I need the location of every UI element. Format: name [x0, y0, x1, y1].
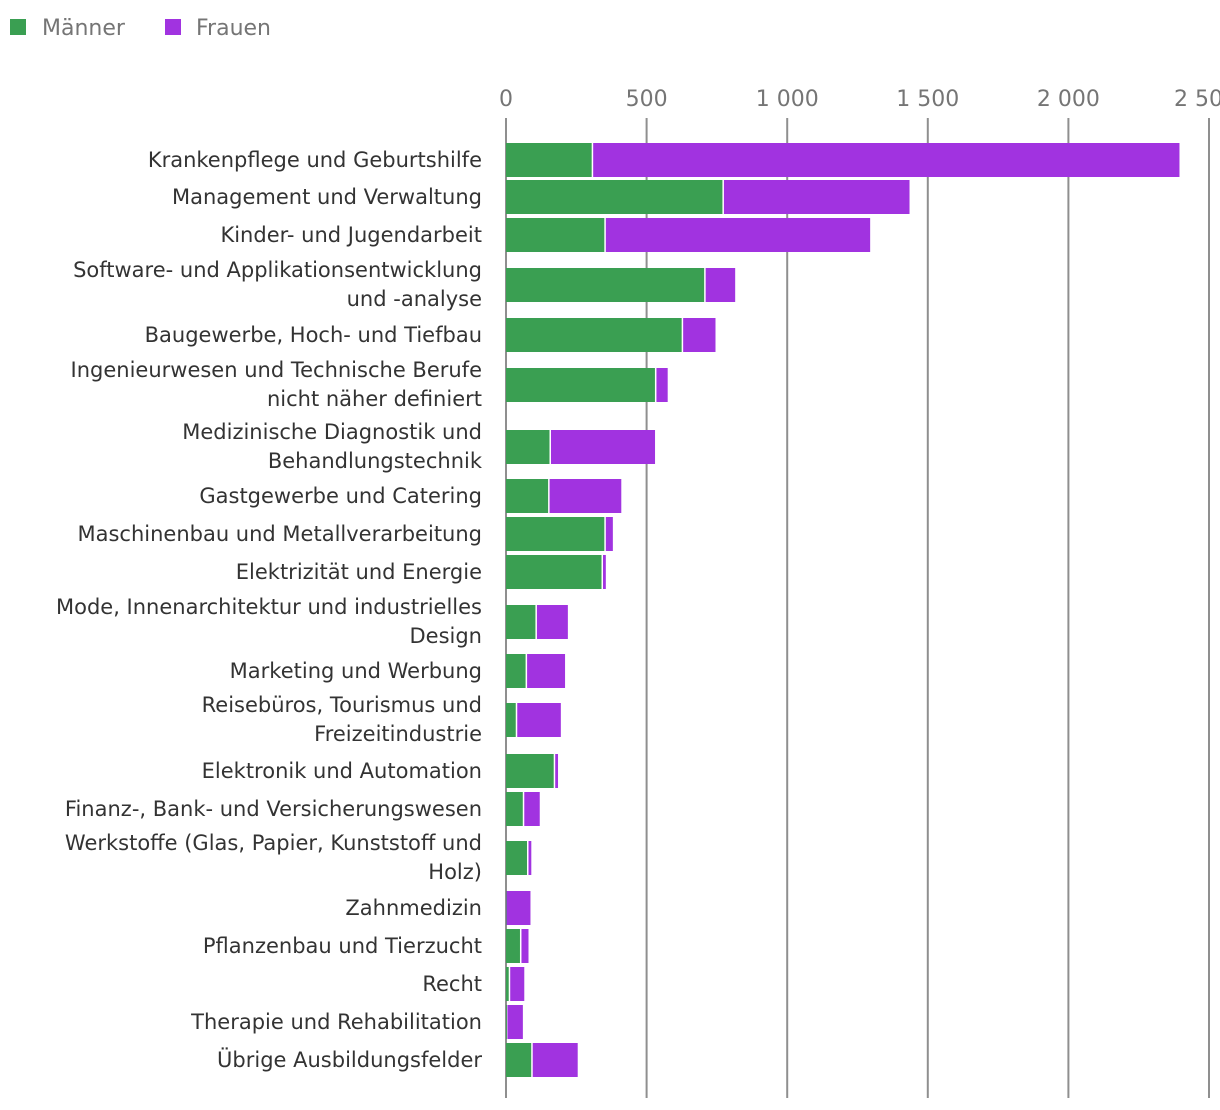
category-label-marketing-und-werbung: Marketing und Werbung: [230, 659, 482, 683]
category-label-pflanzenbau-und-tierzucht: Pflanzenbau und Tierzucht: [203, 934, 482, 958]
bars: [506, 143, 1180, 1077]
bar-frauen-elektrizität-und-energie: [603, 555, 606, 589]
bar-frauen-recht: [510, 967, 525, 1001]
category-label-maschinenbau-und-metallverarbeitung: Maschinenbau und Metallverarbeitung: [77, 522, 482, 546]
x-tick-label-0: 0: [499, 87, 513, 112]
legend-label-frauen: Frauen: [196, 16, 271, 41]
bar-frauen-übrige-ausbildungsfelder: [532, 1043, 578, 1077]
x-tick-label-1500: 1 500: [896, 87, 959, 112]
x-tick-label-1000: 1 000: [756, 87, 819, 112]
bar-frauen-zahnmedizin: [506, 891, 531, 925]
gridlines: [505, 118, 1210, 1098]
bar-männer-maschinenbau-und-metallverarbeitung: [506, 517, 605, 551]
category-label-elektrizität-und-energie: Elektrizität und Energie: [236, 560, 482, 584]
bar-frauen-baugewerbe-hoch-und-tiefbau: [683, 318, 716, 352]
bar-frauen-ingenieurwesen-und-technische-berufe-nicht-näher-definiert: [656, 368, 668, 402]
category-label-elektronik-und-automation: Elektronik und Automation: [202, 759, 482, 783]
bar-frauen-finanz-bank-und-versicherungswesen: [524, 792, 540, 826]
bar-frauen-management-und-verwaltung: [723, 180, 910, 214]
bar-frauen-gastgewerbe-und-catering: [549, 479, 622, 513]
bar-männer-baugewerbe-hoch-und-tiefbau: [506, 318, 682, 352]
bar-männer-pflanzenbau-und-tierzucht: [506, 929, 520, 963]
category-label-management-und-verwaltung: Management und Verwaltung: [172, 185, 482, 209]
bar-frauen-werkstoffe-glas-papier-kunststoff-und-holz: [528, 841, 532, 875]
category-label-mode-innenarchitektur-und-industrielles-design: Mode, Innenarchitektur und industrielles…: [56, 595, 482, 648]
bar-frauen-elektronik-und-automation: [555, 754, 559, 788]
bar-männer-management-und-verwaltung: [506, 180, 723, 214]
category-label-kinder-und-jugendarbeit: Kinder- und Jugendarbeit: [220, 223, 482, 247]
category-label-zahnmedizin: Zahnmedizin: [345, 896, 482, 920]
chart-legend: Männer Frauen: [10, 16, 271, 41]
bar-frauen-pflanzenbau-und-tierzucht: [521, 929, 529, 963]
legend-swatch-maenner: [10, 19, 26, 35]
category-label-medizinische-diagnostik-und-behandlungstechnik: Medizinische Diagnostik und Behandlungste…: [182, 420, 483, 473]
category-label-krankenpflege-und-geburtshilfe: Krankenpflege und Geburtshilfe: [148, 148, 482, 172]
bar-männer-elektrizität-und-energie: [506, 555, 602, 589]
bar-männer-krankenpflege-und-geburtshilfe: [506, 143, 592, 177]
bar-männer-elektronik-und-automation: [506, 754, 554, 788]
bar-frauen-marketing-und-werbung: [527, 654, 566, 688]
category-label-ingenieurwesen-und-technische-berufe-nicht-näher-definiert: Ingenieurwesen und Technische Berufe nich…: [71, 358, 482, 411]
bar-männer-ingenieurwesen-und-technische-berufe-nicht-näher-definiert: [506, 368, 655, 402]
category-labels: Krankenpflege und Geburtshilfe Management…: [56, 148, 483, 1072]
category-label-therapie-und-rehabilitation: Therapie und Rehabilitation: [190, 1010, 482, 1034]
bar-frauen-reisebüros-tourismus-und-freizeitindustrie: [517, 703, 561, 737]
bar-frauen-therapie-und-rehabilitation: [507, 1005, 523, 1039]
bar-männer-gastgewerbe-und-catering: [506, 479, 549, 513]
bar-frauen-maschinenbau-und-metallverarbeitung: [605, 517, 613, 551]
legend-swatch-frauen: [165, 19, 181, 35]
category-label-recht: Recht: [422, 972, 482, 996]
bar-männer-medizinische-diagnostik-und-behandlungstechnik: [506, 430, 550, 464]
category-label-software-und-applikationsentwicklung-und-analyse: Software- und Applikationsentwicklung und…: [73, 258, 482, 311]
bar-frauen-medizinische-diagnostik-und-behandlungstechnik: [550, 430, 656, 464]
bar-männer-therapie-und-rehabilitation: [506, 1005, 507, 1039]
category-label-übrige-ausbildungsfelder: Übrige Ausbildungsfelder: [217, 1047, 482, 1072]
bar-frauen-software-und-applikationsentwicklung-und-analyse: [705, 268, 736, 302]
bar-frauen-krankenpflege-und-geburtshilfe: [593, 143, 1180, 177]
category-label-werkstoffe-glas-papier-kunststoff-und-holz: Werkstoffe (Glas, Papier, Kunststoff und…: [65, 831, 482, 884]
category-label-reisebüros-tourismus-und-freizeitindustrie: Reisebüros, Tourismus und Freizeitindustr…: [202, 693, 482, 746]
x-axis-ticks: 0 500 1 000 1 500 2 000 2 500: [499, 87, 1220, 112]
bar-männer-zahnmedizin: [506, 891, 507, 925]
bar-männer-übrige-ausbildungsfelder: [506, 1043, 532, 1077]
x-tick-label-2000: 2 000: [1037, 87, 1100, 112]
bar-frauen-kinder-und-jugendarbeit: [605, 218, 871, 252]
category-label-gastgewerbe-und-catering: Gastgewerbe und Catering: [199, 484, 482, 508]
bar-männer-marketing-und-werbung: [506, 654, 526, 688]
bar-männer-software-und-applikationsentwicklung-und-analyse: [506, 268, 705, 302]
legend-label-maenner: Männer: [42, 16, 126, 41]
bar-männer-mode-innenarchitektur-und-industrielles-design: [506, 605, 536, 639]
category-label-finanz-bank-und-versicherungswesen: Finanz-, Bank- und Versicherungswesen: [65, 797, 482, 821]
bar-männer-recht: [506, 967, 509, 1001]
bar-männer-werkstoffe-glas-papier-kunststoff-und-holz: [506, 841, 527, 875]
x-tick-label-2500: 2 500: [1174, 87, 1220, 112]
category-label-baugewerbe-hoch-und-tiefbau: Baugewerbe, Hoch- und Tiefbau: [145, 323, 482, 347]
bar-männer-finanz-bank-und-versicherungswesen: [506, 792, 523, 826]
bar-männer-kinder-und-jugendarbeit: [506, 218, 605, 252]
bar-frauen-mode-innenarchitektur-und-industrielles-design: [536, 605, 568, 639]
x-tick-label-500: 500: [626, 87, 668, 112]
bar-männer-reisebüros-tourismus-und-freizeitindustrie: [506, 703, 516, 737]
